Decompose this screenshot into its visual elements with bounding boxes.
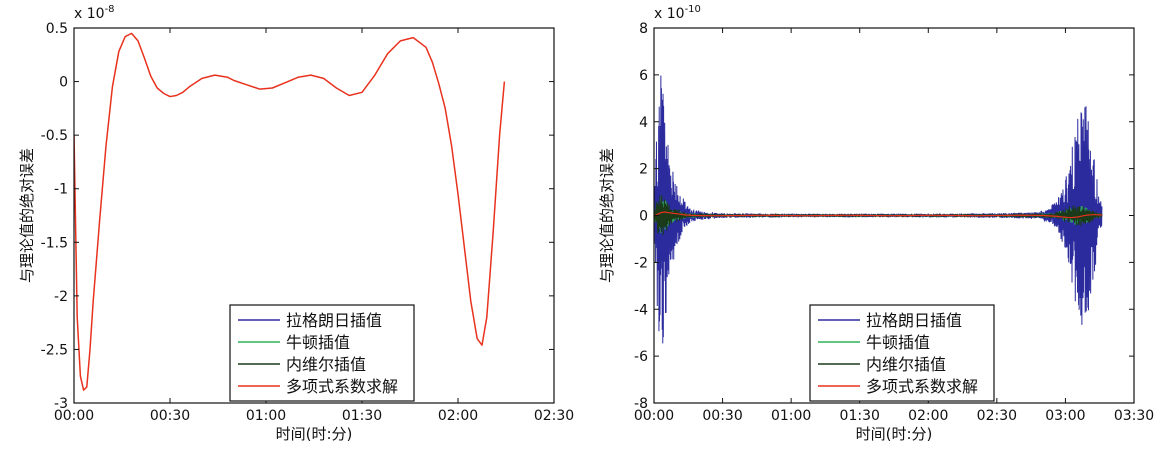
- y-tick-label: -2.5: [41, 342, 68, 358]
- legend-label: 拉格朗日插值: [866, 311, 962, 330]
- legend-label: 拉格朗日插值: [286, 311, 382, 330]
- y-axis-label: 与理论值的绝对误差: [598, 148, 616, 283]
- plot-area: [654, 75, 1103, 344]
- series-polynomial-line: [654, 211, 1103, 219]
- y-tick-label: -2: [634, 255, 648, 271]
- x-tick-label: 02:00: [438, 408, 478, 424]
- legend-label: 牛顿插值: [286, 333, 350, 352]
- y-scale-exponent: -10: [685, 4, 701, 15]
- y-axis-label: 与理论值的绝对误差: [18, 148, 36, 283]
- y-scale-base: x 10: [74, 6, 105, 22]
- x-tick-label: 02:30: [534, 408, 574, 424]
- x-tick-label: 00:00: [634, 408, 674, 424]
- y-tick-label: 2: [639, 162, 648, 178]
- legend-box: [809, 304, 995, 402]
- y-tick-label: -1.5: [41, 235, 68, 251]
- y-tick-label: 0.5: [46, 21, 68, 37]
- y-scale-base: x 10: [654, 6, 685, 22]
- x-axis-label: 时间(时:分): [276, 425, 353, 443]
- series-line: [74, 32, 506, 391]
- y-tick-label: -0.5: [41, 128, 68, 144]
- plot-area: [74, 32, 506, 391]
- legend-label: 内维尔插值: [866, 355, 946, 374]
- y-tick-label: -2: [54, 289, 68, 305]
- y-tick-label: -3: [54, 396, 68, 412]
- y-tick-label: 6: [639, 68, 648, 84]
- y-tick-label: -8: [634, 396, 648, 412]
- x-tick-label: 03:00: [1045, 408, 1085, 424]
- x-tick-label: 00:30: [702, 408, 742, 424]
- y-tick-label: -4: [634, 302, 648, 318]
- x-tick-label: 01:30: [342, 408, 382, 424]
- legend-label: 内维尔插值: [286, 355, 366, 374]
- x-tick-label: 02:00: [908, 408, 948, 424]
- x-tick-label: 01:30: [840, 408, 880, 424]
- y-tick-label: 4: [639, 115, 648, 131]
- plot-frame: [73, 27, 555, 404]
- y-tick-label: 0: [59, 75, 68, 91]
- right-chart: 00:00 00:30 01:00 01:30 02:00 02:30 03:00 03:30…: [598, 4, 1154, 443]
- x-tick-label: 01:00: [771, 408, 811, 424]
- y-scale-label: x 10-10: [654, 4, 701, 22]
- series-lagrange-line: [654, 75, 1103, 344]
- legend-label: 多项式系数求解: [866, 377, 978, 396]
- x-tick-label: 02:30: [977, 408, 1017, 424]
- x-tick-label: 00:30: [150, 408, 190, 424]
- x-tick-label: 00:00: [54, 408, 94, 424]
- y-scale-label: x 10-8: [74, 4, 115, 22]
- legend-box: [229, 304, 415, 402]
- y-scale-exponent: -8: [105, 4, 115, 15]
- x-axis-label: 时间(时:分): [856, 425, 933, 443]
- left-chart: 00:00 00:30 01:00 01:30 02:00 02:30 0.5 0 -0.5 -1…: [18, 4, 574, 443]
- legend-label: 牛顿插值: [866, 333, 930, 352]
- y-tick-label: -1: [54, 182, 68, 198]
- x-tick-label: 01:00: [246, 408, 286, 424]
- y-tick-label: 0: [639, 209, 648, 225]
- y-tick-label: 8: [639, 21, 648, 37]
- legend-label: 多项式系数求解: [286, 377, 398, 396]
- x-tick-label: 03:30: [1114, 408, 1154, 424]
- y-tick-label: -6: [634, 349, 648, 365]
